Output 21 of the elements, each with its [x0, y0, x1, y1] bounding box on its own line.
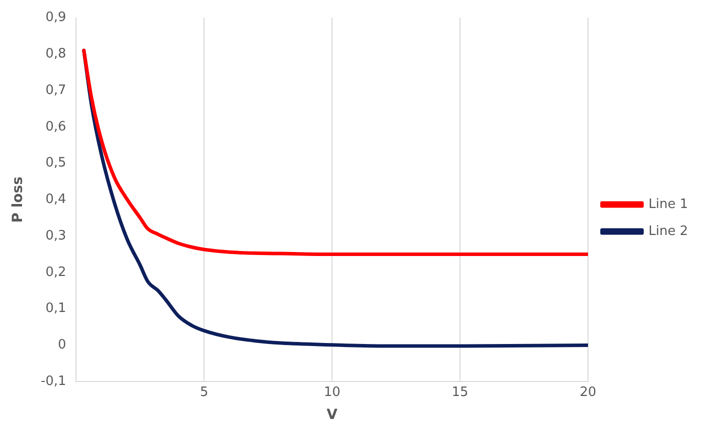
- legend-label: Line 2: [648, 224, 688, 239]
- y-tick-label: 0,6: [45, 119, 66, 134]
- y-tick-label: 0,1: [45, 301, 66, 316]
- y-axis-title: P loss: [10, 176, 26, 223]
- y-tick-label: 0: [58, 338, 66, 353]
- x-tick-label: 5: [200, 384, 208, 400]
- legend-label: Line 1: [648, 196, 688, 212]
- y-tick-label: 0,3: [45, 228, 66, 244]
- x-axis-title: V: [326, 407, 338, 424]
- line-series: [82, 48, 588, 256]
- line-series: [82, 48, 588, 348]
- y-tick-label: 0,4: [45, 192, 66, 208]
- x-tick-label: 20: [580, 384, 596, 400]
- y-tick-label: 0,9: [45, 10, 66, 26]
- y-tick-label: 0,8: [45, 46, 66, 62]
- x-tick-label: 10: [324, 384, 340, 400]
- y-tick-label: -0,1: [40, 374, 66, 389]
- y-tick-label: 0,5: [45, 156, 66, 171]
- y-tick-label: 0,2: [45, 264, 66, 280]
- y-tick-label: 0,7: [45, 82, 66, 98]
- x-tick-label: 15: [452, 384, 468, 400]
